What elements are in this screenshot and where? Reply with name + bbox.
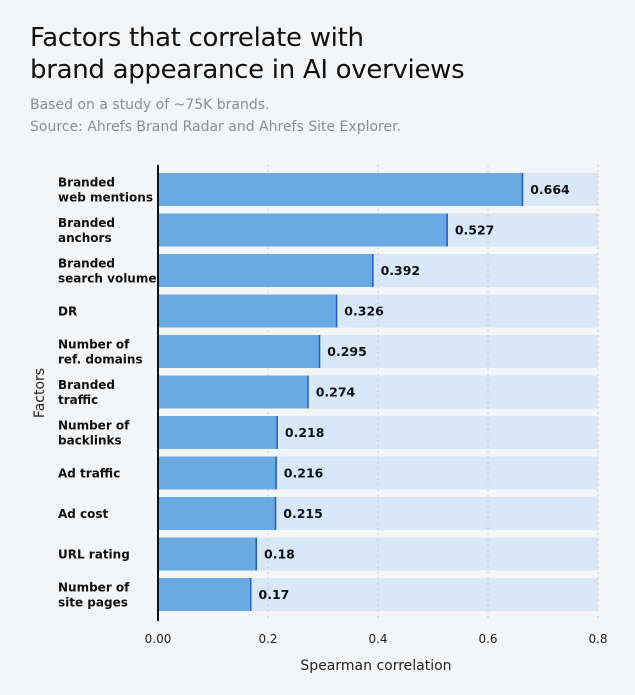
category-label: web mentions [58,191,153,205]
bar [158,335,321,368]
bar [158,294,338,328]
category-label: ref. domains [58,353,143,367]
data-label: 0.215 [283,506,323,521]
data-label: 0.218 [285,425,325,440]
category-label: Branded [58,176,115,190]
bar [158,416,278,449]
bar [158,213,448,247]
bar [158,497,277,530]
category-label: URL rating [58,548,130,562]
data-label: 0.527 [455,223,495,238]
category-label: Branded [58,257,115,271]
bar-end-marker [446,213,448,247]
bar [158,456,277,490]
bar-end-marker [275,456,277,490]
bar-end-marker [307,375,309,409]
bar-end-marker [276,416,278,449]
x-tick-label: 0.6 [478,632,497,646]
data-label: 0.274 [316,385,356,400]
category-label: traffic [58,393,98,407]
x-axis-title: Spearman correlation [300,658,451,674]
category-label: backlinks [58,434,122,448]
category-label: DR [58,305,77,319]
bar [158,375,309,409]
data-label: 0.18 [264,547,295,562]
bar-end-marker [521,173,524,206]
data-label: 0.392 [381,263,421,278]
bar-end-marker [335,294,338,328]
x-tick-label: 0.4 [368,632,387,646]
x-tick-label: 0.2 [258,632,277,646]
subtitle: Based on a study of ~75K brands. [30,97,270,113]
data-label: 0.295 [327,344,367,359]
data-label: 0.216 [284,466,324,481]
x-tick-label: 0.8 [588,632,607,646]
data-label: 0.664 [530,182,570,197]
category-label: Branded [58,216,115,230]
category-label: Ad traffic [58,467,120,481]
category-label: Ad cost [58,507,109,521]
category-label: Number of [58,581,130,595]
category-label: anchors [58,231,112,245]
bar [158,173,524,206]
category-label: Number of [58,338,130,352]
y-axis-title: Factors [32,368,48,418]
category-label: site pages [58,596,128,610]
category-label: Branded [58,378,115,392]
x-tick-label: 0.00 [145,632,172,646]
source-note: Source: Ahrefs Brand Radar and Ahrefs Si… [30,119,402,135]
bar-end-marker [255,537,257,571]
data-label: 0.17 [259,587,290,602]
category-label: Number of [58,419,130,433]
category-label: search volume [58,272,157,286]
bar-end-marker [250,578,252,611]
data-label: 0.326 [344,304,384,319]
bar-end-marker [274,497,277,530]
bar [158,537,257,571]
bar-end-marker [318,335,321,368]
bar [158,254,374,287]
bar-end-marker [372,254,374,287]
chart-title: Factors that correlate with brand appear… [30,23,465,85]
bar [158,578,252,611]
